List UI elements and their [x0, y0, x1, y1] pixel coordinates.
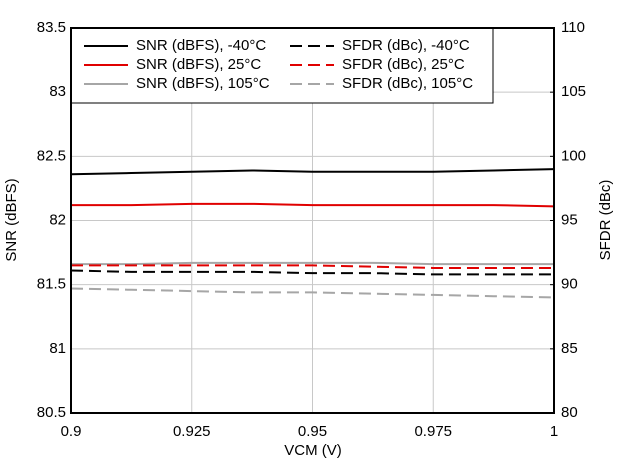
series-line: [70, 168, 555, 176]
series-line: [70, 287, 555, 299]
x-axis-title: VCM (V): [284, 442, 342, 459]
legend-label: SNR (dBFS), 105°C: [136, 75, 270, 92]
y-tick-label: 81.5: [37, 276, 66, 293]
legend-label: SNR (dBFS), -40°C: [136, 37, 266, 54]
y2-tick-label: 100: [561, 147, 586, 164]
series-line: [71, 202, 555, 208]
plot-frame: [70, 27, 555, 414]
x-tick-label: 1: [550, 423, 558, 440]
x-tick-label: 0.95: [298, 423, 327, 440]
y-tick-label: 81: [49, 340, 66, 357]
legend-label: SFDR (dBc), 25°C: [342, 56, 465, 73]
y2-tick-label: 85: [561, 340, 578, 357]
y2-tick-label: 90: [561, 276, 578, 293]
y2-tick-label: 80: [561, 404, 578, 421]
y-tick-label: 82: [49, 211, 66, 228]
y2-tick-label: 105: [561, 83, 586, 100]
y-tick-label: 80.5: [37, 404, 66, 421]
legend-label: SNR (dBFS), 25°C: [136, 56, 261, 73]
series-line: [71, 261, 554, 266]
y-tick-label: 83: [49, 83, 66, 100]
y-tick-label: 82.5: [37, 147, 66, 164]
series-line: [70, 269, 554, 276]
x-tick-label: 0.9: [61, 423, 82, 440]
x-tick-label: 0.925: [173, 423, 211, 440]
legend-box: [70, 27, 494, 104]
legend-label: SFDR (dBc), 105°C: [342, 75, 473, 92]
y2-tick-label: 95: [561, 211, 578, 228]
y2-tick-label: 110: [561, 19, 585, 36]
y-axis-title: SNR (dBFS): [3, 178, 20, 261]
x-tick-label: 0.975: [414, 423, 452, 440]
y-tick-label: 83.5: [37, 19, 66, 36]
series-line: [71, 264, 554, 269]
y2-axis-title: SFDR (dBc): [597, 180, 614, 261]
legend-label: SFDR (dBc), -40°C: [342, 37, 470, 54]
